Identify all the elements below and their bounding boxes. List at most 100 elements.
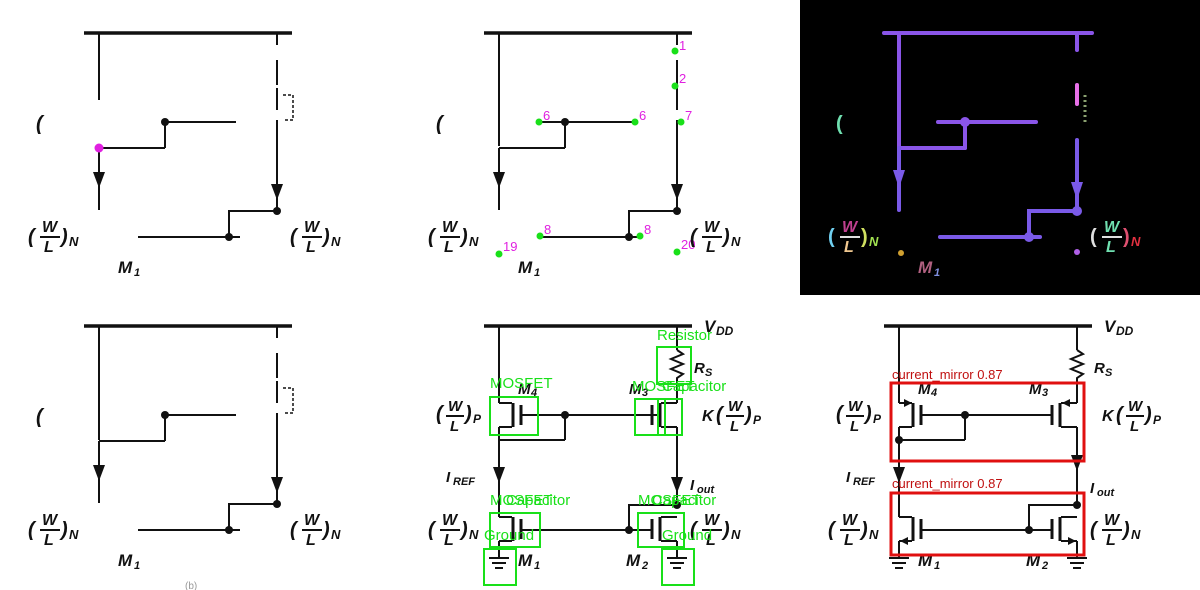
m1-sub: 1 [134,267,140,279]
wl-sub-k: P [753,413,762,427]
wl-den-left: L [44,239,54,256]
m4-sub: 4 [530,387,537,399]
wl-close-right: ) [721,226,730,248]
wl-close-left: ) [459,226,468,248]
arrow-iout [671,184,683,200]
keypoint-label: 20 [681,237,695,252]
paren-label: ( [36,113,45,135]
wl-num-p: W [848,398,864,415]
junction-dot [161,411,169,419]
m3-sub: 3 [642,387,648,399]
detection-label-mosfet: MOSFET [490,375,553,392]
wl-num-k: W [1128,398,1144,415]
wl-open-right: ( [1090,226,1097,248]
wl-open-left: ( [28,519,37,541]
wl-sub-p: P [873,412,882,426]
wl-num-right: W [304,512,321,529]
vdd-sub: DD [1116,324,1134,338]
wl-sub-left: N [469,527,479,542]
wl-close-right: ) [1123,226,1130,248]
wl-num-left: W [842,219,859,236]
panel-detections-svg: V DD R S M 4 M 3 ( W L ) P K ( W L ) P I… [428,317,762,586]
panel-groups-svg: V DD R S M 4 M 3 ( W L ) P K ( W L ) P I… [828,317,1162,572]
m1-sub: 1 [134,560,140,572]
arrow-iref [493,467,505,483]
detection-box-mosfet [489,396,539,436]
detection-box-capacitor [657,398,683,436]
keypoint-label: 6 [543,108,550,123]
arrow-iout [271,477,283,493]
k-label: K [1102,408,1115,425]
keypoint-dot [671,47,679,55]
paren-label: ( [836,113,843,135]
keypoint-dot [636,232,644,240]
wl-close-left: ) [59,226,68,248]
m4-label: M [918,381,931,398]
panel-skeleton: ( ( W L ) N ( W L ) N M 1 (b) [0,295,400,590]
wl-open-right: ( [1090,519,1099,541]
wl-den-left: L [844,239,854,256]
wl-den-p: L [450,418,459,435]
wl-close-left: ) [459,519,468,541]
wl-num-right: W [704,219,721,236]
wl-num-p: W [448,398,464,415]
keypoint-dot [495,250,503,258]
iout-sub: out [697,484,715,496]
detection-box-mosfet [489,512,541,548]
m4-sub: 4 [930,387,937,399]
junction-dot [225,233,233,241]
wl-sub-k: P [1153,413,1162,427]
detection-label-mosfet: MOSFET [638,492,701,509]
arrow-iref [93,172,105,188]
wl-num-left: W [42,219,59,236]
keypoint-dot [673,248,681,256]
rs-label: R [694,360,705,377]
wl-open-left: ( [428,519,437,541]
segment-node [960,117,970,127]
m1-sub: 1 [934,267,940,279]
panel-skeleton-junction-svg: ( ( W L ) N ( W L ) N M 1 [28,31,341,279]
keypoint-label: 8 [644,222,651,237]
segment-arrow [893,170,905,188]
keypoint-dot [671,82,679,90]
arrow-iref [493,172,505,188]
junction-dot [225,526,233,534]
panel-segmentation-svg: ( ( W L ) N ( W L ) N M 1 [828,31,1141,279]
wl-open-k: ( [1116,404,1125,426]
junction-dot [161,118,169,126]
detection-box-resistor [656,346,692,385]
wl-close-left: ) [861,226,868,248]
wl-num-k: W [728,398,744,415]
wl-sub-right: N [331,527,341,542]
wl-num-right: W [1104,219,1121,236]
m1-sub: 1 [534,560,540,572]
wl-den-left: L [844,532,854,549]
wl-den-p: L [850,418,859,435]
m1-label: M [518,258,533,277]
wl-close-left: ) [859,519,868,541]
arrow-m1 [900,537,908,545]
vdd-sub: DD [716,324,734,338]
group-box-current-mirror-top [889,381,1086,463]
wl-den-k: L [730,418,739,435]
panel-keypoints-svg: 1 2 6 6 7 8 8 19 20 ( ( W L ) N ( W L ) … [428,31,741,279]
keypoint-label: 19 [503,239,517,254]
junction-dot [625,233,633,241]
panel-detections: V DD R S M 4 M 3 ( W L ) P K ( W L ) P I… [400,295,800,590]
wl-num-left: W [842,512,859,529]
wire-diode-bottom [1028,504,1077,530]
detection-box-ground [483,548,517,586]
m1-sub: 1 [934,560,940,572]
wire-diode-bottom [628,210,677,237]
panel-segmentation: ( ( W L ) N ( W L ) N M 1 [800,0,1200,295]
iout-sub: out [1097,487,1115,499]
wl-sub-left: N [69,234,79,249]
figure-caption: (b) [185,581,197,590]
detection-label-capacitor: Capacitor [662,378,726,395]
m1-label: M [118,551,133,570]
wl-open-left: ( [828,519,837,541]
wl-sub-left: N [869,234,879,249]
keypoint-dot [535,118,543,126]
wl-open-right: ( [290,519,299,541]
ground-symbol [489,557,509,569]
